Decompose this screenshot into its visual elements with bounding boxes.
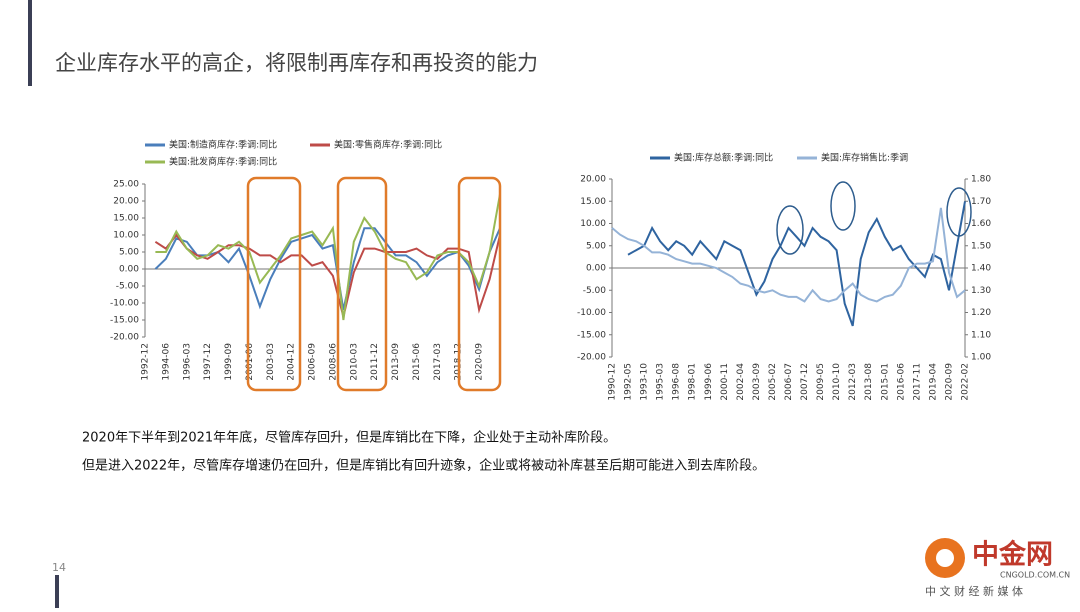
accent-bar xyxy=(28,0,32,86)
logo-domain: CNGOLD.COM.CN xyxy=(1000,571,1070,580)
x-tick-label: 2017-11 xyxy=(912,363,922,401)
x-tick-label: 2015-06 xyxy=(412,343,422,381)
x-tick-label: 2000-11 xyxy=(720,363,730,401)
y-tick-label: -5.00 xyxy=(116,282,140,292)
x-tick-label: 2004-12 xyxy=(287,343,297,381)
x-tick-label: 2013-09 xyxy=(391,343,401,381)
logo-icon xyxy=(936,549,954,567)
legend-label: 美国:零售商库存:季调:同比 xyxy=(334,139,442,151)
highlight-circle xyxy=(776,205,804,255)
y2-tick-label: 1.80 xyxy=(971,175,991,185)
y-tick-label: -10.00 xyxy=(577,308,606,318)
highlight-box xyxy=(246,176,302,392)
x-tick-label: 2015-01 xyxy=(880,363,890,401)
x-tick-label: 2007-12 xyxy=(800,363,810,401)
y-tick-label: 25.00 xyxy=(113,180,139,190)
y-tick-label: 0.00 xyxy=(586,264,606,274)
y-tick-label: 10.00 xyxy=(113,231,139,241)
legend-label: 美国:库存销售比:季调 xyxy=(821,152,908,164)
y-tick-label: -15.00 xyxy=(577,330,606,340)
page-number: 14 xyxy=(52,561,66,574)
x-tick-label: 2020-09 xyxy=(944,363,954,401)
highlight-box xyxy=(457,176,502,392)
y-tick-label: -10.00 xyxy=(110,299,139,309)
x-tick-label: 2002-04 xyxy=(736,363,746,401)
x-tick-label: 1990-12 xyxy=(608,363,618,401)
highlight-circles xyxy=(776,181,972,255)
x-tick-label: 1992-12 xyxy=(141,343,151,381)
x-tick-label: 1999-06 xyxy=(704,363,714,401)
y2-tick-label: 1.10 xyxy=(971,330,991,340)
series-line xyxy=(611,207,966,303)
x-tick-label: 2005-02 xyxy=(768,363,778,401)
x-tick-label: 2020-09 xyxy=(475,343,485,381)
highlight-circle xyxy=(946,187,972,237)
x-tick-label: 2003-09 xyxy=(752,363,762,401)
x-tick-label: 1996-03 xyxy=(182,343,192,381)
x-tick-label: 2006-07 xyxy=(784,363,794,401)
highlight-box xyxy=(336,176,388,392)
legend-label: 美国:制造商库存:季调:同比 xyxy=(169,139,277,151)
y2-tick-label: 1.50 xyxy=(971,241,991,251)
x-tick-label: 2011-12 xyxy=(370,343,380,381)
x-tick-label: 1998-01 xyxy=(688,363,698,401)
series-line xyxy=(155,194,501,321)
logo-tagline: 中 文 财 经 新 媒 体 xyxy=(925,584,1023,598)
logo-name: 中金网 xyxy=(972,539,1053,571)
y2-tick-label: 1.40 xyxy=(971,264,991,274)
series-line xyxy=(627,201,966,327)
x-tick-label: 1992-05 xyxy=(624,363,634,401)
charts: -20.00 -15.00 -10.00 -5.00 0.00 5.00 10.00 15.0… xyxy=(110,139,991,401)
y-tick-label: 20.00 xyxy=(580,175,606,185)
y-tick-label: -15.00 xyxy=(110,316,139,326)
y2-tick-label: 1.30 xyxy=(971,286,991,296)
legend-label: 美国:库存总额:季调:同比 xyxy=(674,152,773,164)
x-tick-label: 2012-03 xyxy=(848,363,858,401)
y-tick-label: -20.00 xyxy=(577,353,606,363)
x-tick-label: 2009-05 xyxy=(816,363,826,401)
y2-tick-label: 1.00 xyxy=(971,353,991,363)
x-tick-label: 2010-03 xyxy=(349,343,359,381)
highlight-boxes xyxy=(246,176,502,392)
x-tick-label: 1997-12 xyxy=(203,343,213,381)
y-tick-label: 15.00 xyxy=(113,214,139,224)
y-tick-label: 0.00 xyxy=(119,265,139,275)
y2-tick-label: 1.60 xyxy=(971,219,991,229)
x-tick-label: 1994-06 xyxy=(161,343,171,381)
x-tick-label: 1999-09 xyxy=(224,343,234,381)
y-tick-label: 15.00 xyxy=(580,197,606,207)
y-tick-label: 20.00 xyxy=(113,197,139,207)
y-tick-label: -20.00 xyxy=(110,333,139,343)
x-tick-label: 2010-10 xyxy=(832,363,842,401)
series-line xyxy=(154,227,501,311)
x-tick-label: 1995-03 xyxy=(656,363,666,401)
y2-tick-label: 1.70 xyxy=(971,197,991,207)
y-tick-label: -5.00 xyxy=(583,286,607,296)
slide-title: 企业库存水平的高企，将限制再库存和再投资的能力 xyxy=(55,51,538,75)
highlight-circle xyxy=(830,181,856,231)
x-tick-label: 1993-10 xyxy=(640,363,650,401)
x-tick-label: 2013-08 xyxy=(864,363,874,401)
x-tick-label: 2019-04 xyxy=(928,363,938,401)
x-tick-label: 2003-03 xyxy=(266,343,276,381)
x-tick-label: 2016-06 xyxy=(896,363,906,401)
paragraph: 但是进入2022年，尽管库存增速仍在回升，但是库销比有回升迹象，企业或将被动补库… xyxy=(82,458,765,474)
y-tick-label: 5.00 xyxy=(586,241,606,251)
y-tick-label: 10.00 xyxy=(580,219,606,229)
x-tick-label: 1996-08 xyxy=(672,363,682,401)
paragraph: 2020年下半年到2021年年底，尽管库存回升，但是库销比在下降，企业处于主动补… xyxy=(82,430,616,446)
x-tick-label: 2006-09 xyxy=(308,343,318,381)
x-tick-label: 2008-06 xyxy=(328,343,338,381)
legend-label: 美国:批发商库存:季调:同比 xyxy=(169,156,277,168)
x-tick-label: 2017-03 xyxy=(433,343,443,381)
x-tick-label: 2022-02 xyxy=(961,363,971,401)
y2-tick-label: 1.20 xyxy=(971,308,991,318)
accent-bar xyxy=(55,575,59,608)
y-tick-label: 5.00 xyxy=(119,248,139,258)
x-tick-label: 2001-06 xyxy=(245,343,255,381)
